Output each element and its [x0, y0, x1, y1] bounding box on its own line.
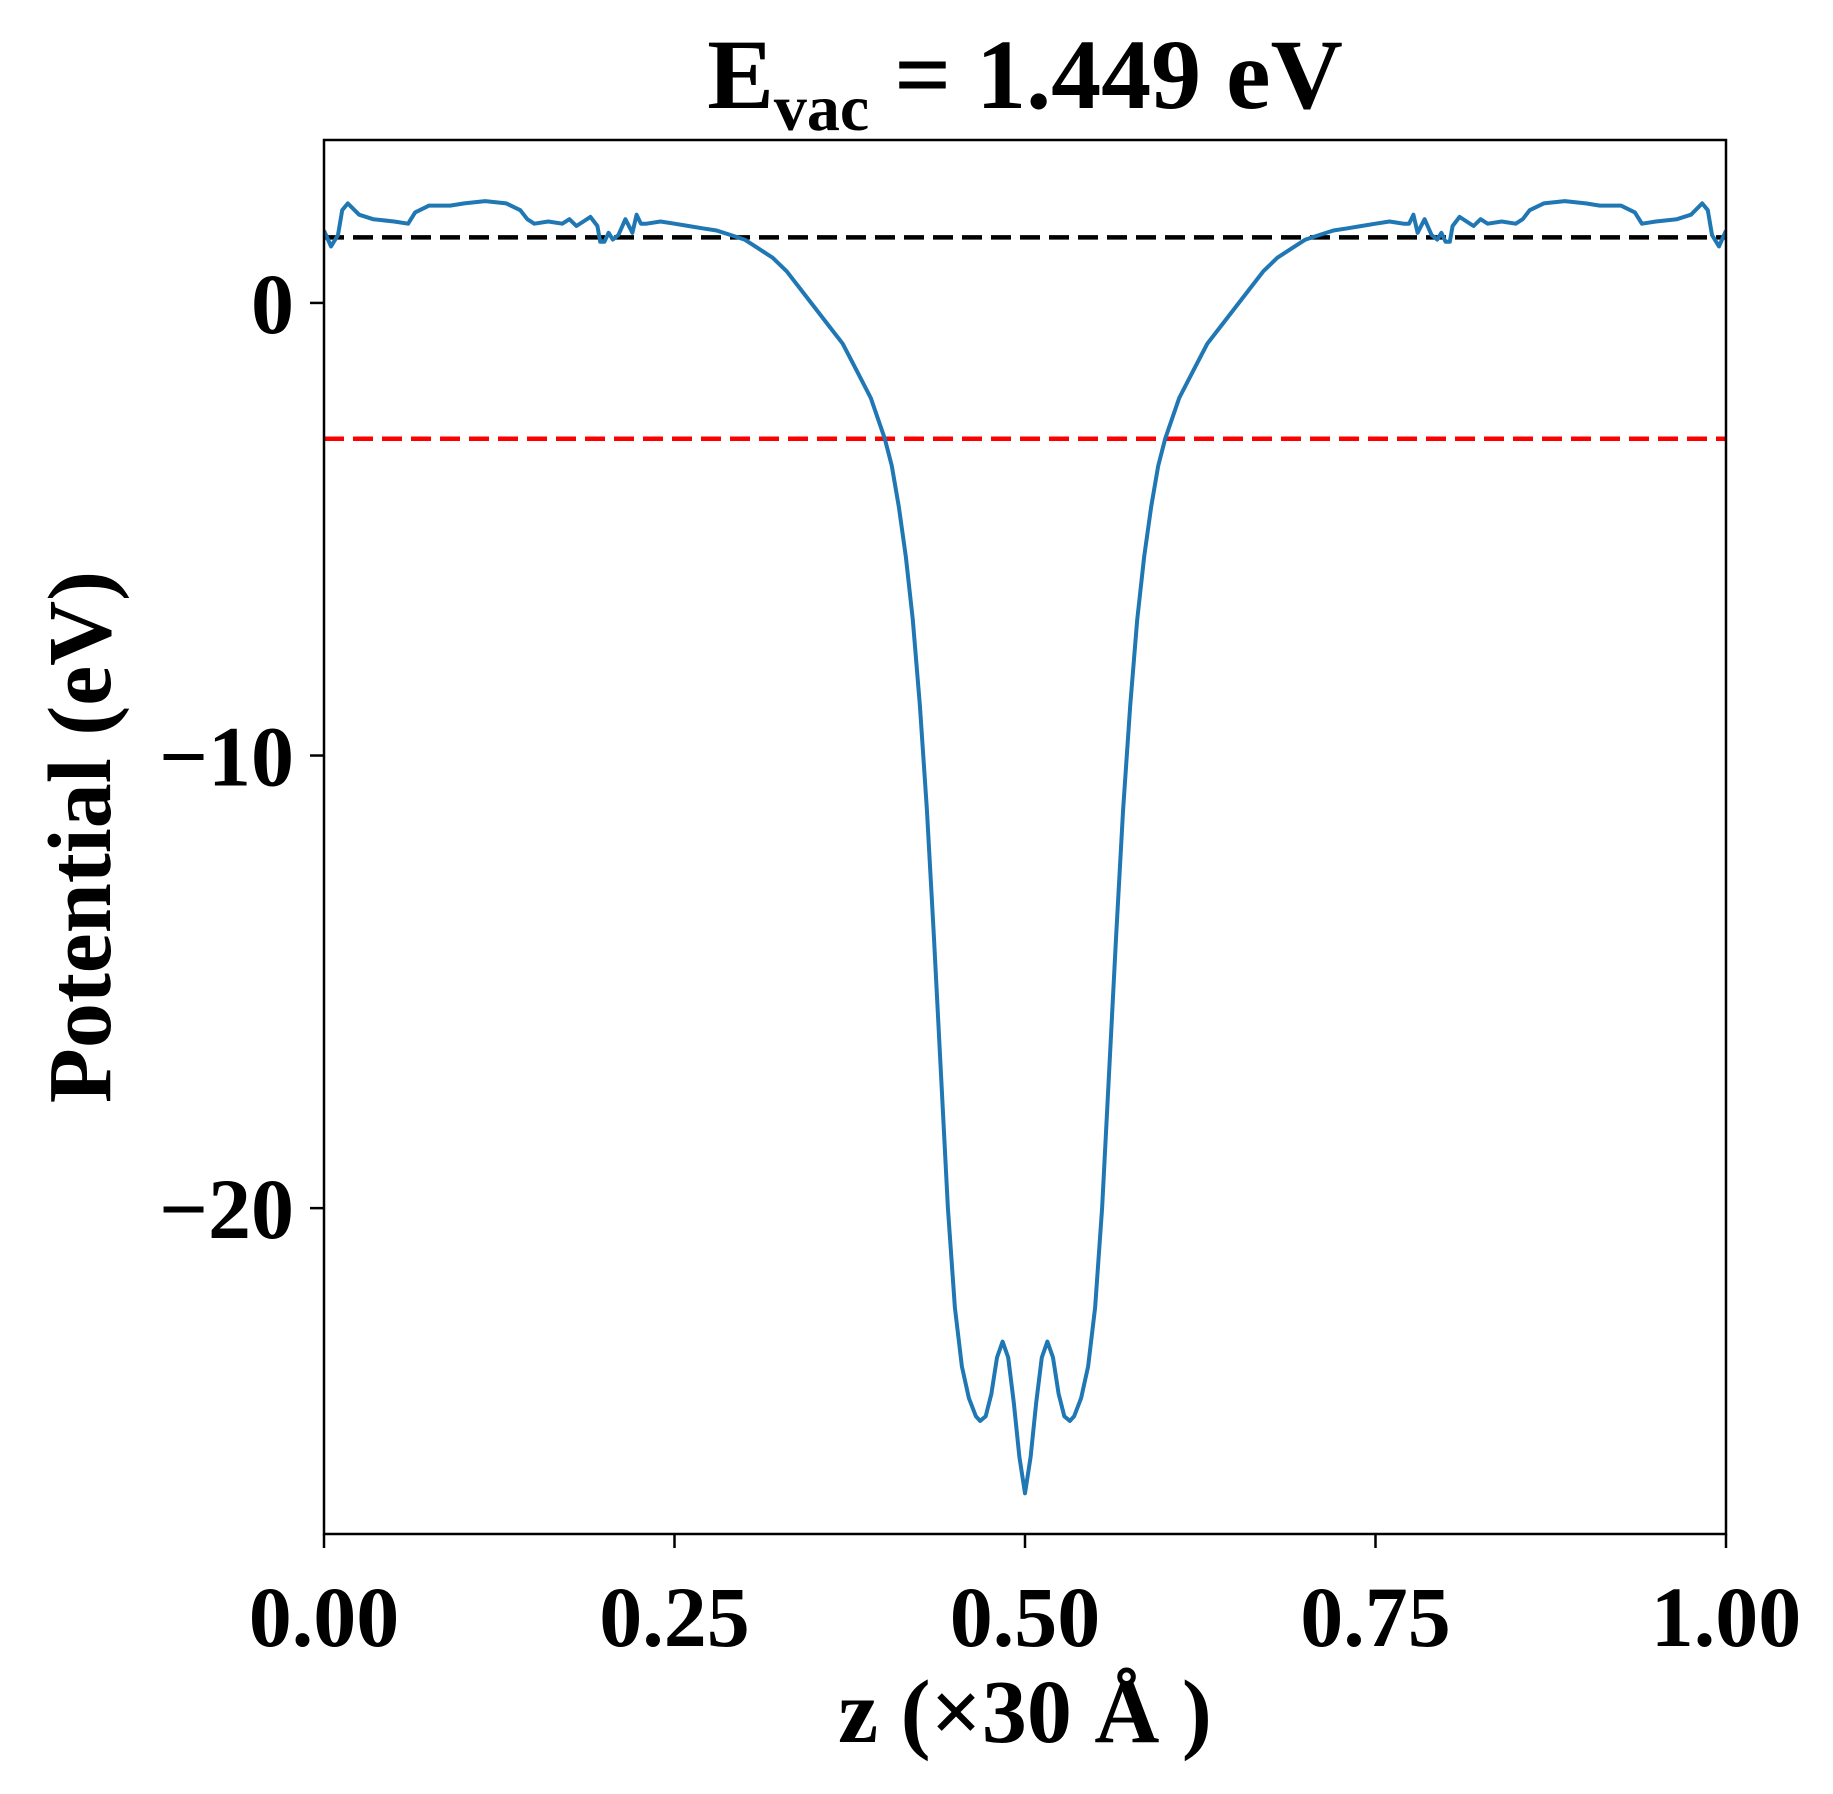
y-tick-label: −20 [159, 1161, 294, 1257]
chart-title: Evac = 1.449 eV [707, 19, 1343, 145]
chart-title-suffix: = 1.449 eV [869, 19, 1343, 130]
chart-title-main: E [707, 19, 774, 130]
y-tick-label: 0 [251, 256, 294, 352]
chart-title-subscript: vac [774, 72, 869, 145]
axes-frame [322, 138, 1728, 1536]
x-tick-label: 0.50 [950, 1569, 1101, 1665]
y-tick-label: −10 [159, 709, 294, 805]
x-tick-label: 0.75 [1300, 1569, 1451, 1665]
x-tick-label: 0.25 [599, 1569, 750, 1665]
y-axis-label: Potential (eV) [31, 571, 130, 1103]
series-line-1 [324, 199, 1726, 1496]
x-tick-label: 0.00 [249, 1569, 400, 1665]
x-tick-label: 1.00 [1651, 1569, 1802, 1665]
plot-area [324, 199, 1726, 1496]
axis-ticks: 0.00 0.25 0.50 0.75 1.00 0 −10 −20 [159, 256, 1801, 1665]
x-axis-label: z (×30 Å ) [838, 1663, 1212, 1762]
